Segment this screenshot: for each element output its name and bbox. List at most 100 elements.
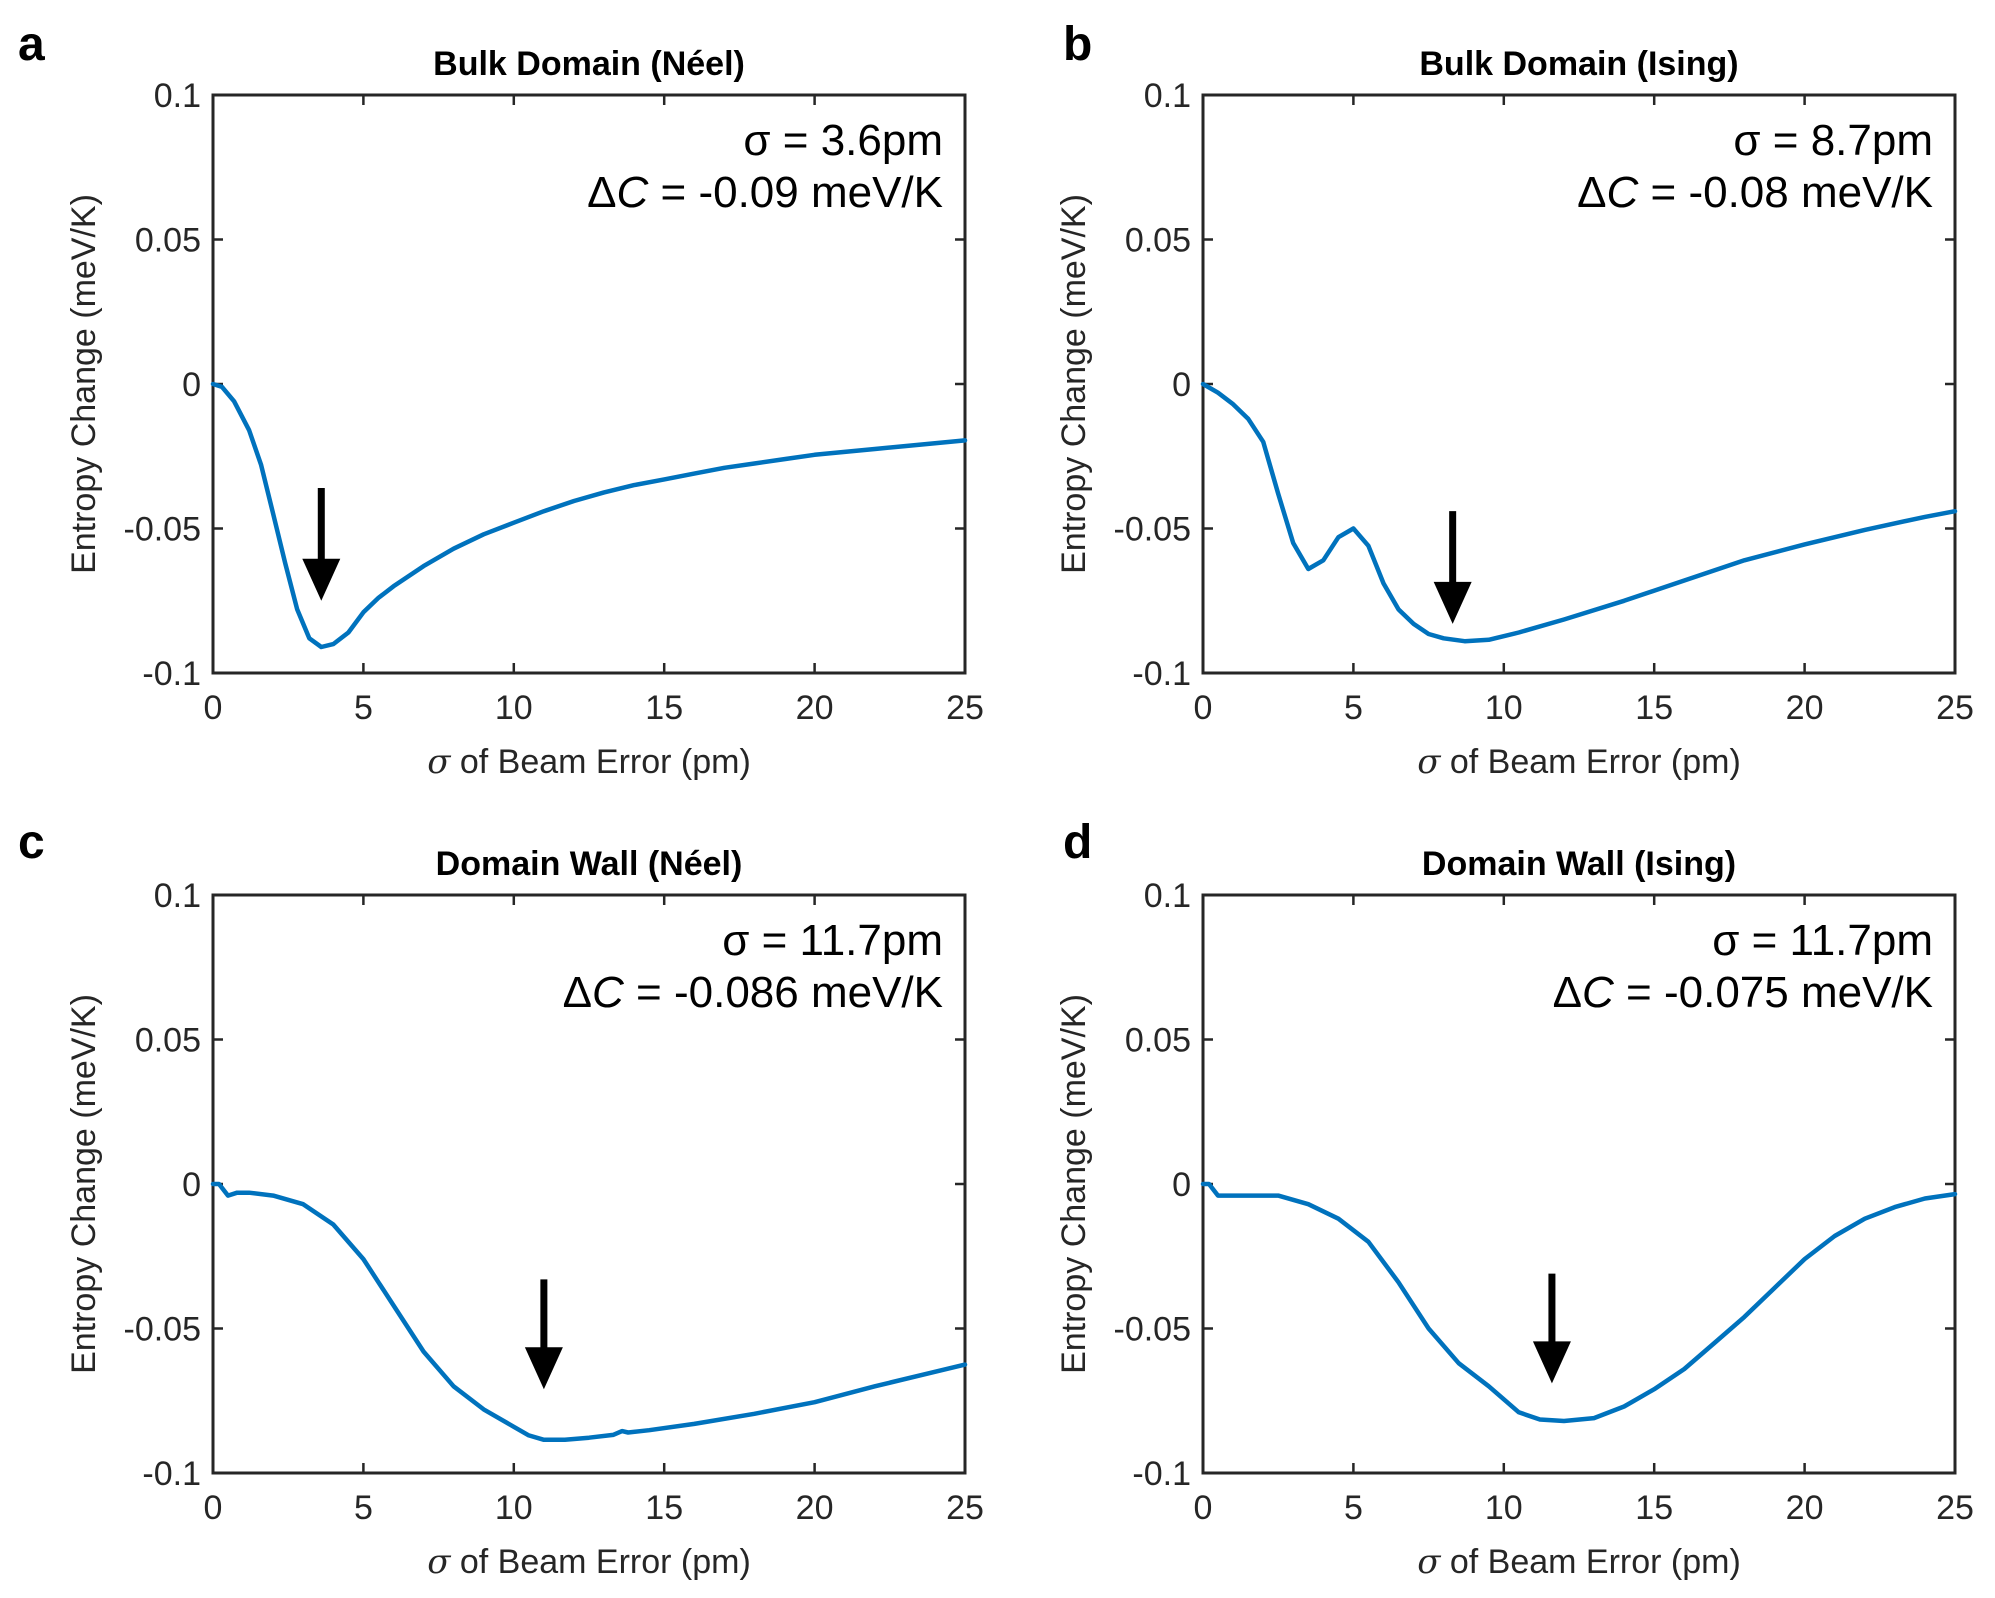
annotation-delta: Δ [1577,168,1606,217]
plot-title: Bulk Domain (Néel) [433,45,745,83]
x-tick-label: 0 [1194,1489,1213,1527]
y-tick-label: -0.05 [124,511,202,549]
x-axis-label-symbol: σ [1417,742,1441,782]
x-tick-label: 5 [1344,1489,1363,1527]
x-axis-label-text: of Beam Error (pm) [1440,1543,1740,1581]
y-tick-label: 0.05 [135,222,201,260]
series-line [1200,1181,1958,1424]
annotation-var: C [617,168,650,217]
y-tick-label: 0 [182,366,201,404]
x-tick-label: 0 [204,1489,223,1527]
y-axis-label: Entropy Change (meV/K) [65,994,103,1374]
x-tick-label: 10 [1485,689,1523,727]
y-tick-label: -0.1 [1132,655,1191,693]
y-tick-label: 0.1 [154,877,201,915]
panel-letter: c [18,816,45,869]
panel-c: c Domain Wall (Néel) -0.1 -0.05 0 0.05 0.1 0 5 10… [18,816,984,1582]
y-tick-label: 0 [1172,1166,1191,1204]
arrow-head [302,558,341,601]
y-tick-label: 0.1 [154,77,201,115]
y-axis-label: Entropy Change (meV/K) [65,194,103,574]
arrow-head [1532,1341,1571,1384]
annotation-delta-c: ΔC = -0.08 meV/K [1577,168,1933,217]
panel-b: b Bulk Domain (Ising) -0.1 -0.05 0 0.05 0.1 0 5 1… [1055,18,1974,782]
annotation-var: C [1607,168,1640,217]
series-line [210,1181,968,1443]
x-axis-label-symbol: σ [427,742,451,782]
x-tick-label: 15 [645,689,683,727]
x-tick-label: 25 [1936,689,1974,727]
annotation-var: C [1582,968,1615,1017]
annotation-delta-c: ΔC = -0.086 meV/K [563,968,943,1017]
x-tick-label: 10 [495,1489,533,1527]
x-tick-label: 0 [1194,689,1213,727]
y-tick-label: -0.05 [1114,511,1192,549]
x-tick-label: 5 [354,1489,373,1527]
x-axis-label-symbol: σ [427,1542,451,1582]
x-tick-label: 20 [796,1489,834,1527]
annotation-sigma: σ = 3.6pm [743,116,943,165]
annotation-var: C [592,968,625,1017]
plot-title: Bulk Domain (Ising) [1419,45,1738,83]
y-axis-label: Entropy Change (meV/K) [1055,994,1093,1374]
y-tick-label: 0.05 [1125,222,1191,260]
x-tick-label: 25 [1936,1489,1974,1527]
panel-d: d Domain Wall (Ising) -0.1 -0.05 0 0.05 0.1 0 5 1… [1055,816,1974,1582]
x-axis-label: σ of Beam Error (pm) [1417,1542,1741,1582]
x-tick-label: 20 [1786,1489,1824,1527]
y-tick-label: 0.1 [1144,877,1191,915]
annotation-value: = -0.09 meV/K [648,168,943,217]
x-tick-label: 10 [495,689,533,727]
y-tick-label: 0.05 [135,1022,201,1060]
annotation-value: = -0.08 meV/K [1638,168,1933,217]
annotation-sigma: σ = 8.7pm [1733,116,1933,165]
x-tick-label: 15 [1635,689,1673,727]
x-axis-label: σ of Beam Error (pm) [1417,742,1741,782]
x-tick-label: 10 [1485,1489,1523,1527]
y-tick-label: 0.1 [1144,77,1191,115]
y-tick-label: 0.05 [1125,1022,1191,1060]
x-tick-label: 5 [1344,689,1363,727]
x-axis-label: σ of Beam Error (pm) [427,1542,751,1582]
panel-letter: b [1063,18,1092,71]
annotation-sigma: σ = 11.7pm [722,916,943,965]
annotation-sigma: σ = 11.7pm [1712,916,1933,965]
arrow-head [524,1347,563,1390]
annotation-delta: Δ [587,168,616,217]
y-tick-label: -0.1 [142,655,201,693]
x-axis-label-text: of Beam Error (pm) [450,743,750,781]
panel-letter: d [1063,816,1092,869]
series-line [1200,381,1958,644]
series-line [210,381,968,650]
x-tick-label: 15 [1635,1489,1673,1527]
x-tick-label: 15 [645,1489,683,1527]
annotation-delta-c: ΔC = -0.075 meV/K [1553,968,1933,1017]
y-tick-label: 0 [182,1166,201,1204]
plot-title: Domain Wall (Néel) [436,845,743,883]
annotation-delta-c: ΔC = -0.09 meV/K [587,168,943,217]
y-axis-label: Entropy Change (meV/K) [1055,194,1093,574]
x-tick-label: 0 [204,689,223,727]
x-axis-label-symbol: σ [1417,1542,1441,1582]
arrow-head [1433,581,1472,624]
y-tick-label: -0.1 [1132,1455,1191,1493]
x-axis-label-text: of Beam Error (pm) [450,1543,750,1581]
x-axis-label-text: of Beam Error (pm) [1440,743,1740,781]
plot-title: Domain Wall (Ising) [1422,845,1736,883]
annotation-value: = -0.086 meV/K [624,968,943,1017]
panel-a: a Bulk Domain (Néel) -0.1 -0.05 0 0.05 0.1 0 5 10… [18,18,984,782]
y-tick-label: 0 [1172,366,1191,404]
annotation-delta: Δ [1553,968,1582,1017]
x-axis-label: σ of Beam Error (pm) [427,742,751,782]
y-tick-label: -0.05 [1114,1311,1192,1349]
annotation-value: = -0.075 meV/K [1614,968,1933,1017]
x-tick-label: 5 [354,689,373,727]
y-tick-label: -0.1 [142,1455,201,1493]
annotation-delta: Δ [563,968,592,1017]
panel-letter: a [18,18,45,71]
x-tick-label: 20 [1786,689,1824,727]
x-tick-label: 25 [946,689,984,727]
y-tick-label: -0.05 [124,1311,202,1349]
x-tick-label: 25 [946,1489,984,1527]
